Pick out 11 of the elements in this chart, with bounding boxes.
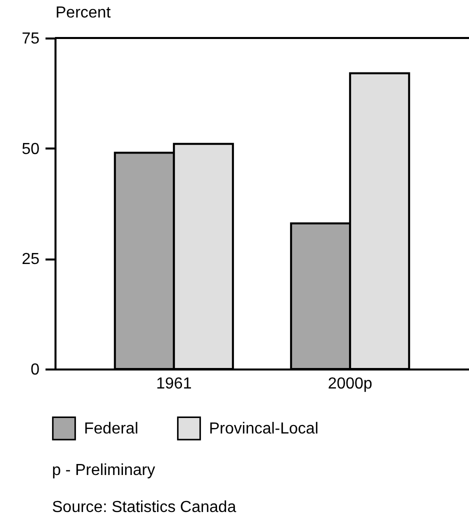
y-tick-label: 25 xyxy=(22,251,40,268)
x-tick-label: 1961 xyxy=(156,376,192,392)
y-tick-label: 75 xyxy=(22,30,40,48)
legend-label: Federal xyxy=(84,420,138,438)
x-tick-label: 2000p xyxy=(328,376,372,392)
source-note: Source: Statistics Canada xyxy=(52,499,236,516)
y-tick-label: 0 xyxy=(30,362,40,378)
y-axis-title: Percent xyxy=(56,4,112,22)
y-tick-label: 50 xyxy=(22,140,40,158)
text: p - Preliminary xyxy=(52,462,156,479)
legend-label: Provincal-Local xyxy=(209,420,318,438)
